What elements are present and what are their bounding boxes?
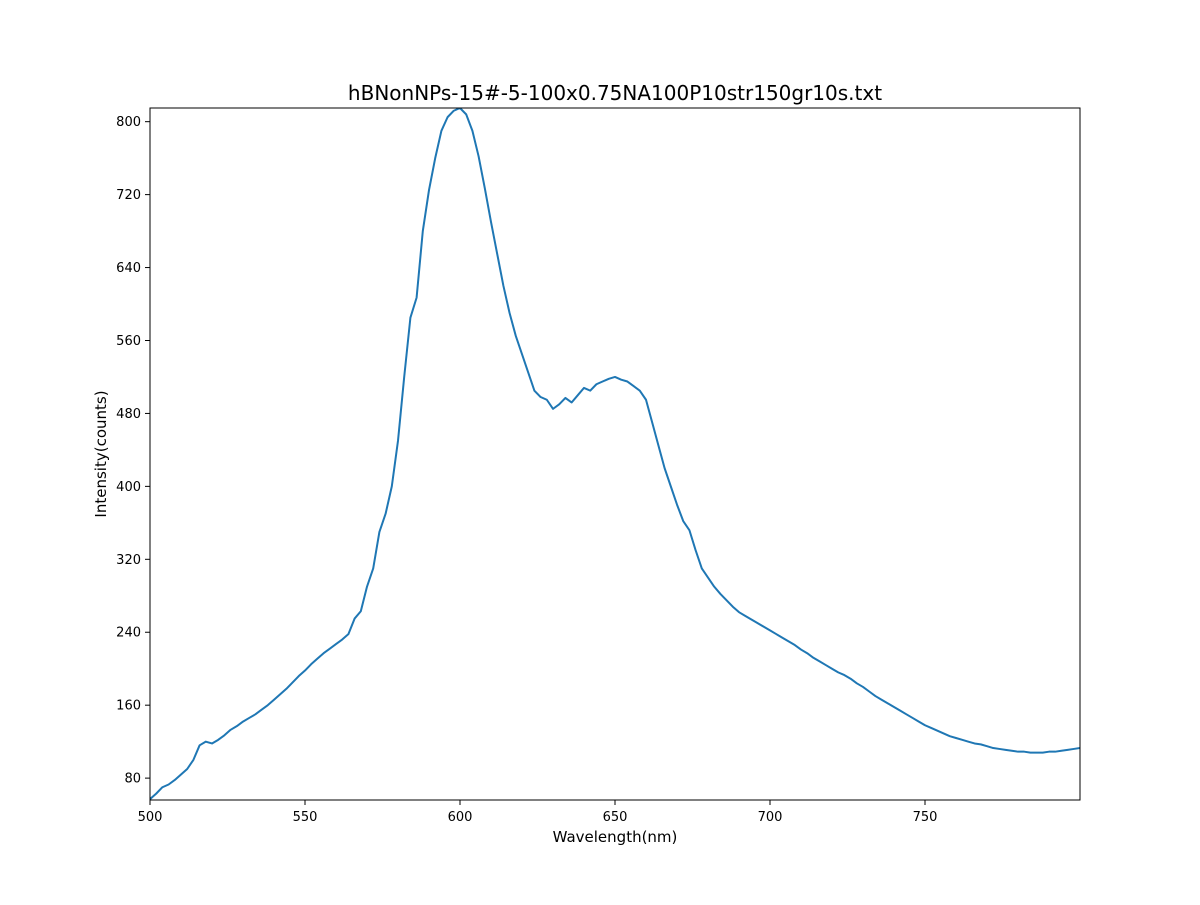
y-tick-label-480: 480 <box>116 407 141 422</box>
y-tick-label-640: 640 <box>116 261 141 276</box>
x-tick-label-650: 650 <box>603 810 628 825</box>
x-tick-label-750: 750 <box>913 810 938 825</box>
y-tick-label-800: 800 <box>116 115 141 130</box>
series-line-0 <box>150 108 1080 800</box>
chart-title: hBNonNPs-15#-5-100x0.75NA100P10str150gr1… <box>348 81 882 105</box>
plot-area: 500 550 600 650 700 750 80 160 240 320 400 480 560 64… <box>116 107 1081 825</box>
x-tick-label-550: 550 <box>293 810 318 825</box>
y-tick-label-240: 240 <box>116 626 141 641</box>
y-tick-label-80: 80 <box>124 772 141 787</box>
x-axis-label: Wavelength(nm) <box>553 828 678 846</box>
x-tick-label-500: 500 <box>138 810 163 825</box>
y-axis-label: Intensity(counts) <box>92 390 110 517</box>
x-tick-label-600: 600 <box>448 810 473 825</box>
y-tick-label-720: 720 <box>116 188 141 203</box>
x-tick-label-700: 700 <box>758 810 783 825</box>
y-tick-label-400: 400 <box>116 480 141 495</box>
y-tick-label-560: 560 <box>116 334 141 349</box>
y-tick-label-320: 320 <box>116 553 141 568</box>
y-tick-label-160: 160 <box>116 699 141 714</box>
